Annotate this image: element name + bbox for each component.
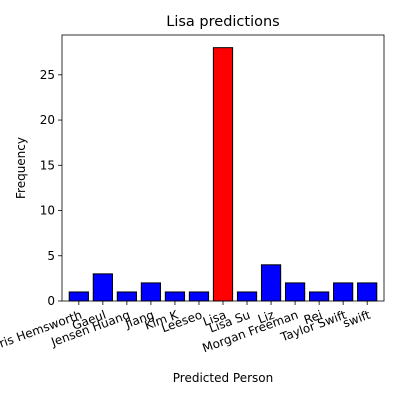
x-tick-label-rei: Rei bbox=[302, 308, 324, 327]
bar-taylor-swift bbox=[333, 282, 354, 302]
y-tick-label: 20 bbox=[40, 113, 55, 127]
bar-morgan-freeman bbox=[284, 282, 306, 302]
plot-frame bbox=[61, 34, 385, 302]
y-tick-label: 5 bbox=[47, 249, 55, 263]
y-tick-label: 10 bbox=[40, 204, 55, 218]
y-tick-label: 0 bbox=[47, 294, 55, 308]
bar-liz bbox=[260, 264, 282, 302]
y-tick-label: 25 bbox=[40, 68, 55, 82]
bar-rei bbox=[309, 291, 330, 302]
bar-jensen-huang bbox=[116, 291, 137, 302]
bar-kim-k bbox=[164, 291, 186, 302]
bar-chris-hemsworth bbox=[68, 291, 89, 302]
y-axis-label: Frequency bbox=[14, 137, 28, 199]
bar-gaeul bbox=[92, 273, 113, 302]
bar-lisa-su bbox=[236, 291, 258, 302]
y-axis-ticks: 0 5 10 15 20 25 bbox=[40, 68, 62, 308]
y-tick-label: 15 bbox=[40, 158, 55, 172]
bars-group bbox=[68, 47, 378, 302]
bar-swift bbox=[357, 282, 378, 302]
bar-lisa bbox=[212, 47, 234, 302]
chart-title: Lisa predictions bbox=[166, 14, 279, 30]
x-tick-label-swift: swift bbox=[341, 308, 372, 331]
x-axis-label: Predicted Person bbox=[173, 371, 273, 385]
bar-jiang bbox=[140, 282, 162, 302]
x-tick-label-liz: Liz bbox=[256, 308, 276, 327]
bar-leeseo bbox=[188, 291, 210, 302]
